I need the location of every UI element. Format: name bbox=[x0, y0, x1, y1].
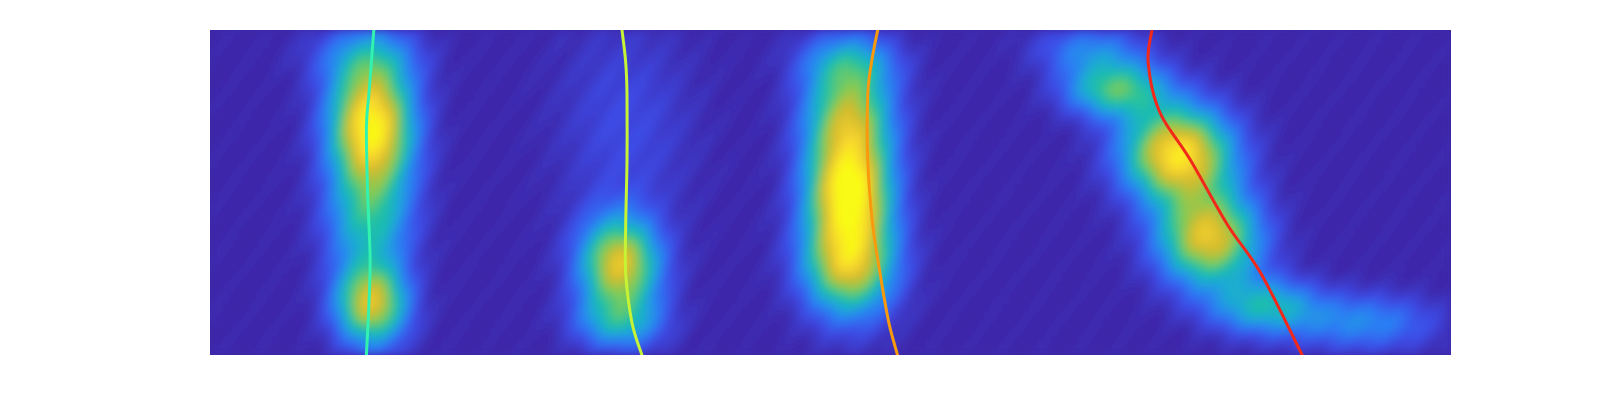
curve-layer bbox=[364, 30, 1304, 355]
curve-4-line bbox=[1146, 30, 1304, 355]
density-heatmap bbox=[210, 30, 1451, 355]
curve-2-line bbox=[620, 30, 644, 355]
curve-1-line bbox=[364, 30, 376, 355]
plot-area bbox=[210, 30, 1451, 355]
curve-3-line bbox=[865, 30, 899, 355]
